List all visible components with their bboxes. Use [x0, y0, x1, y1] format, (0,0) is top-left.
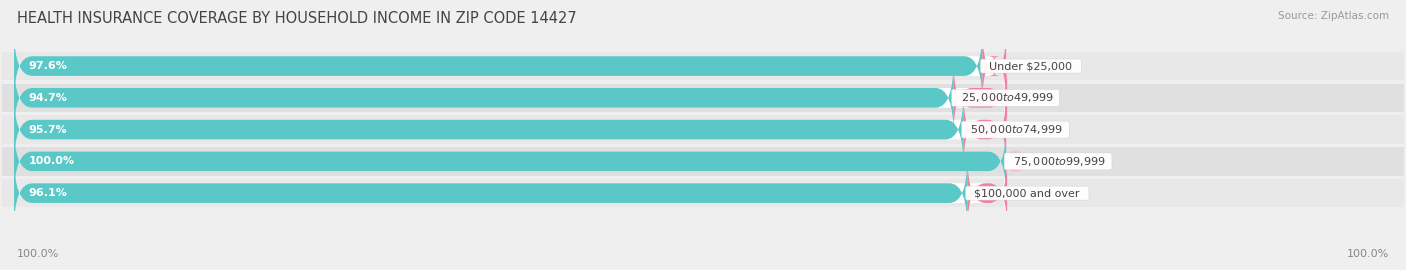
FancyBboxPatch shape — [14, 28, 983, 104]
FancyBboxPatch shape — [983, 28, 1007, 104]
Text: 4.0%: 4.0% — [1025, 188, 1053, 198]
Text: 100.0%: 100.0% — [28, 156, 75, 166]
FancyBboxPatch shape — [1, 179, 1405, 207]
Text: 95.7%: 95.7% — [28, 124, 67, 135]
FancyBboxPatch shape — [1, 115, 1405, 144]
FancyBboxPatch shape — [953, 60, 1007, 136]
FancyBboxPatch shape — [14, 60, 1007, 136]
Text: HEALTH INSURANCE COVERAGE BY HOUSEHOLD INCOME IN ZIP CODE 14427: HEALTH INSURANCE COVERAGE BY HOUSEHOLD I… — [17, 11, 576, 26]
Text: 2.4%: 2.4% — [1024, 61, 1053, 71]
FancyBboxPatch shape — [967, 155, 1007, 231]
Text: 100.0%: 100.0% — [1347, 249, 1389, 259]
Text: 94.7%: 94.7% — [28, 93, 67, 103]
Text: 0.0%: 0.0% — [1042, 156, 1070, 166]
FancyBboxPatch shape — [14, 155, 1007, 231]
Text: Source: ZipAtlas.com: Source: ZipAtlas.com — [1278, 11, 1389, 21]
FancyBboxPatch shape — [14, 124, 1007, 199]
Text: $100,000 and over: $100,000 and over — [967, 188, 1087, 198]
FancyBboxPatch shape — [14, 60, 953, 136]
FancyBboxPatch shape — [14, 28, 1007, 104]
Text: $50,000 to $74,999: $50,000 to $74,999 — [963, 123, 1067, 136]
FancyBboxPatch shape — [14, 124, 1007, 199]
FancyBboxPatch shape — [14, 92, 963, 167]
Text: Under $25,000: Under $25,000 — [983, 61, 1080, 71]
FancyBboxPatch shape — [14, 92, 1007, 167]
FancyBboxPatch shape — [14, 155, 967, 231]
FancyBboxPatch shape — [963, 92, 1007, 167]
Text: 97.6%: 97.6% — [28, 61, 67, 71]
FancyBboxPatch shape — [1, 52, 1405, 80]
Text: 96.1%: 96.1% — [28, 188, 67, 198]
FancyBboxPatch shape — [1007, 151, 1024, 171]
FancyBboxPatch shape — [1, 147, 1405, 176]
FancyBboxPatch shape — [1, 83, 1405, 112]
Text: 100.0%: 100.0% — [17, 249, 59, 259]
Text: 5.4%: 5.4% — [1025, 93, 1053, 103]
Text: $25,000 to $49,999: $25,000 to $49,999 — [953, 91, 1057, 104]
Text: $75,000 to $99,999: $75,000 to $99,999 — [1007, 155, 1109, 168]
Text: 4.3%: 4.3% — [1024, 124, 1053, 135]
